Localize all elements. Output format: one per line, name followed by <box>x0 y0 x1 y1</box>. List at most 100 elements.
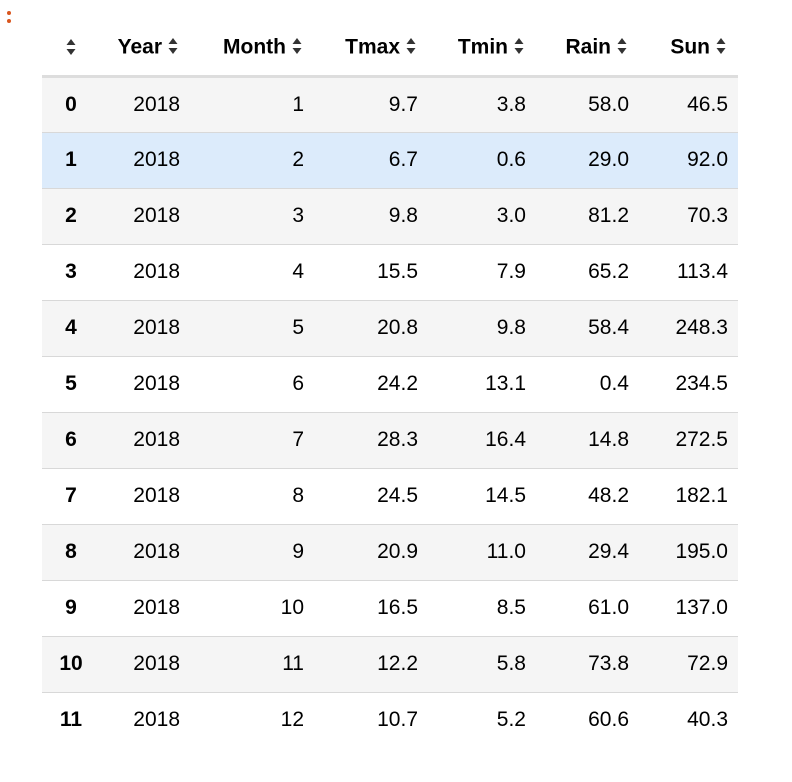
table-row: 10 2018 11 12.2 5.8 73.8 72.9 <box>42 636 738 692</box>
table-row: 8 2018 9 20.9 11.0 29.4 195.0 <box>42 524 738 580</box>
cell-year: 2018 <box>133 652 180 675</box>
table-row: 0 2018 1 9.7 3.8 58.0 46.5 <box>42 76 738 132</box>
row-index: 9 <box>65 596 77 619</box>
cell-month: 12 <box>280 708 304 732</box>
cell-tmax: 6.7 <box>388 148 418 171</box>
row-index: 8 <box>65 540 77 563</box>
table-header: Year Month Tmax Tmin Rain Sun <box>42 20 738 78</box>
cell-tmax: 9.7 <box>388 92 418 116</box>
cell-tmax: 20.9 <box>377 540 418 563</box>
cell-tmin: 13.1 <box>485 372 526 395</box>
cell-month: 1 <box>292 92 304 116</box>
cell-month: 7 <box>292 428 304 451</box>
cell-sun: 113.4 <box>677 260 728 283</box>
cell-tmax: 20.8 <box>377 316 418 339</box>
column-header-label: Tmin <box>457 35 508 59</box>
table-row: 4 2018 5 20.8 9.8 58.4 248.3 <box>42 300 738 356</box>
cell-tmax: 15.5 <box>377 260 418 283</box>
cell-tmin: 16.4 <box>485 428 526 451</box>
cell-month: 5 <box>292 316 304 339</box>
cell-rain: 58.0 <box>588 92 629 116</box>
row-index: 11 <box>59 708 83 732</box>
column-header-sun[interactable]: Sun <box>639 20 738 78</box>
cell-rain: 29.4 <box>588 540 629 563</box>
table-row: 2 2018 3 9.8 3.0 81.2 70.3 <box>42 188 738 244</box>
cell-year: 2018 <box>133 708 180 732</box>
cell-sun: 137.0 <box>675 596 728 619</box>
table-body: 0 2018 1 9.7 3.8 58.0 46.5 1 2018 2 6.7 … <box>42 76 738 748</box>
cell-rain: 60.6 <box>588 708 629 732</box>
sort-updown-icon[interactable] <box>514 37 524 55</box>
cell-sun: 46.5 <box>687 92 728 116</box>
cell-tmax: 10.7 <box>377 708 418 732</box>
cell-sun: 72.9 <box>687 652 728 675</box>
column-header-tmax[interactable]: Tmax <box>314 20 428 78</box>
column-header-rain[interactable]: Rain <box>536 20 639 78</box>
cell-sun: 234.5 <box>675 372 728 395</box>
sort-updown-icon[interactable] <box>168 37 178 55</box>
cell-tmin: 7.9 <box>496 260 526 283</box>
sort-updown-icon[interactable] <box>292 37 302 55</box>
row-index: 10 <box>59 652 83 675</box>
cell-month: 4 <box>292 260 304 283</box>
sort-updown-icon[interactable] <box>716 37 726 55</box>
row-index: 0 <box>65 92 77 116</box>
header-row: Year Month Tmax Tmin Rain Sun <box>42 20 738 78</box>
row-index: 3 <box>65 260 77 283</box>
column-header-year[interactable]: Year <box>100 20 190 78</box>
column-header-tmin[interactable]: Tmin <box>428 20 536 78</box>
cell-tmin: 5.2 <box>496 708 526 732</box>
cell-year: 2018 <box>133 92 180 116</box>
column-header-label: Tmax <box>345 35 400 59</box>
row-index: 7 <box>65 484 77 507</box>
column-header-month[interactable]: Month <box>190 20 314 78</box>
cell-month: 6 <box>292 372 304 395</box>
cell-month: 9 <box>292 540 304 563</box>
cell-month: 11 <box>282 652 304 675</box>
cell-tmin: 8.5 <box>496 596 526 619</box>
vertical-ellipsis-icon[interactable] <box>6 8 12 24</box>
cell-sun: 92.0 <box>687 148 728 171</box>
cell-month: 10 <box>280 596 304 619</box>
cell-tmax: 24.2 <box>377 372 418 395</box>
cell-tmin: 5.8 <box>496 652 526 675</box>
table-row: 1 2018 2 6.7 0.6 29.0 92.0 <box>42 132 738 188</box>
row-index: 6 <box>65 428 77 451</box>
row-index: 1 <box>65 148 77 171</box>
cell-sun: 248.3 <box>675 316 728 339</box>
table-row: 7 2018 8 24.5 14.5 48.2 182.1 <box>42 468 738 524</box>
column-header-label: Sun <box>670 35 710 59</box>
cell-sun: 70.3 <box>687 204 728 227</box>
cell-tmax: 24.5 <box>377 484 418 507</box>
cell-month: 2 <box>292 148 304 171</box>
column-header-label: Month <box>223 35 286 59</box>
cell-month: 3 <box>292 204 304 227</box>
cell-tmax: 16.5 <box>377 596 418 619</box>
cell-year: 2018 <box>133 148 180 171</box>
row-index: 4 <box>65 316 77 339</box>
table-row: 3 2018 4 15.5 7.9 65.2 113.4 <box>42 244 738 300</box>
column-header-label: Rain <box>565 35 611 59</box>
cell-tmax: 9.8 <box>388 204 418 227</box>
cell-month: 8 <box>292 484 304 507</box>
cell-rain: 65.2 <box>588 260 629 283</box>
cell-tmin: 0.6 <box>496 148 526 171</box>
row-index: 2 <box>65 204 77 227</box>
cell-sun: 182.1 <box>675 484 728 507</box>
cell-year: 2018 <box>133 540 180 563</box>
dataframe-table: Year Month Tmax Tmin Rain Sun 0 2018 1 9… <box>42 20 738 748</box>
sort-updown-icon[interactable] <box>406 37 416 55</box>
sort-updown-icon[interactable] <box>66 38 76 56</box>
row-index: 5 <box>65 372 77 395</box>
cell-rain: 58.4 <box>588 316 629 339</box>
index-column-header[interactable] <box>42 20 100 78</box>
cell-tmin: 14.5 <box>485 484 526 507</box>
cell-year: 2018 <box>133 428 180 451</box>
sort-updown-icon[interactable] <box>617 37 627 55</box>
table-row: 11 2018 12 10.7 5.2 60.6 40.3 <box>42 692 738 748</box>
cell-year: 2018 <box>133 484 180 507</box>
cell-rain: 73.8 <box>588 652 629 675</box>
cell-year: 2018 <box>133 372 180 395</box>
table-row: 5 2018 6 24.2 13.1 0.4 234.5 <box>42 356 738 412</box>
cell-year: 2018 <box>133 260 180 283</box>
